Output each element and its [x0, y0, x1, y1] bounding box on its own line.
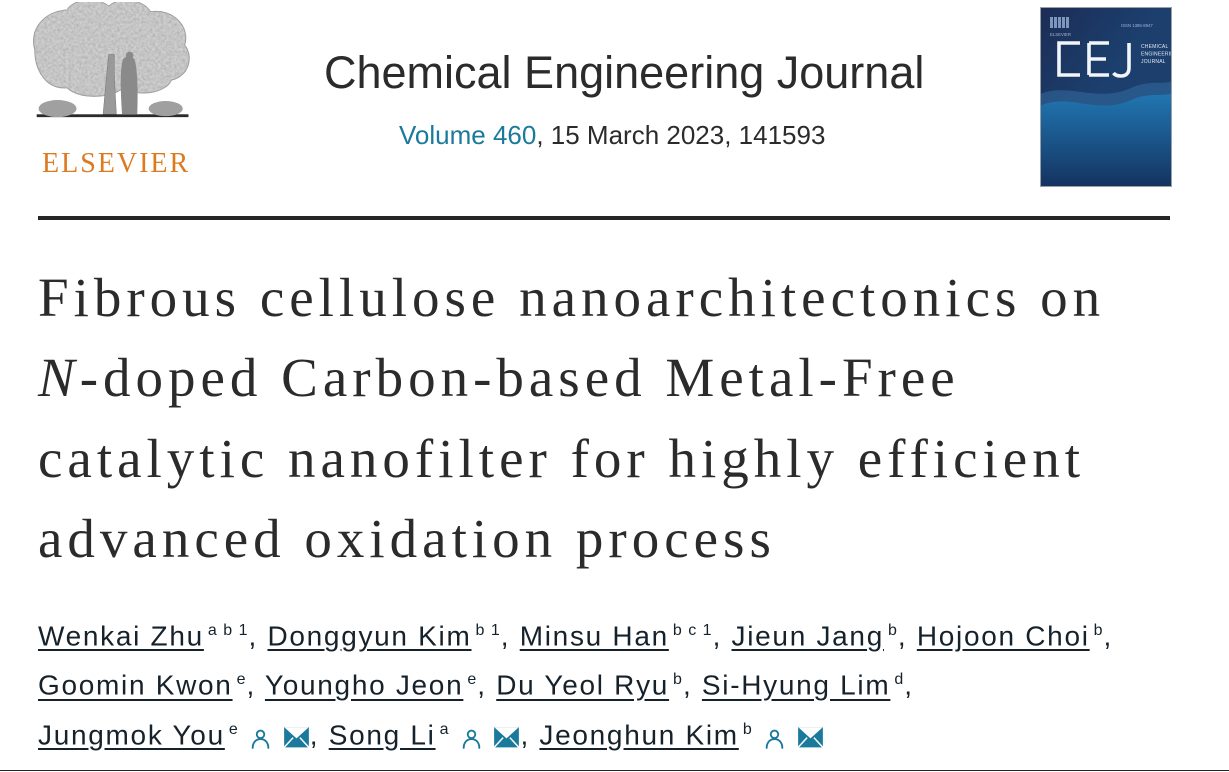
svg-text:ISSN 1385-8947: ISSN 1385-8947	[1121, 23, 1153, 28]
svg-text:JOURNAL: JOURNAL	[1141, 59, 1166, 65]
svg-text:ENGINEERING: ENGINEERING	[1141, 52, 1171, 58]
svg-text:ELSEVIER: ELSEVIER	[1050, 32, 1071, 37]
svg-text:CHEMICAL: CHEMICAL	[1141, 44, 1168, 50]
